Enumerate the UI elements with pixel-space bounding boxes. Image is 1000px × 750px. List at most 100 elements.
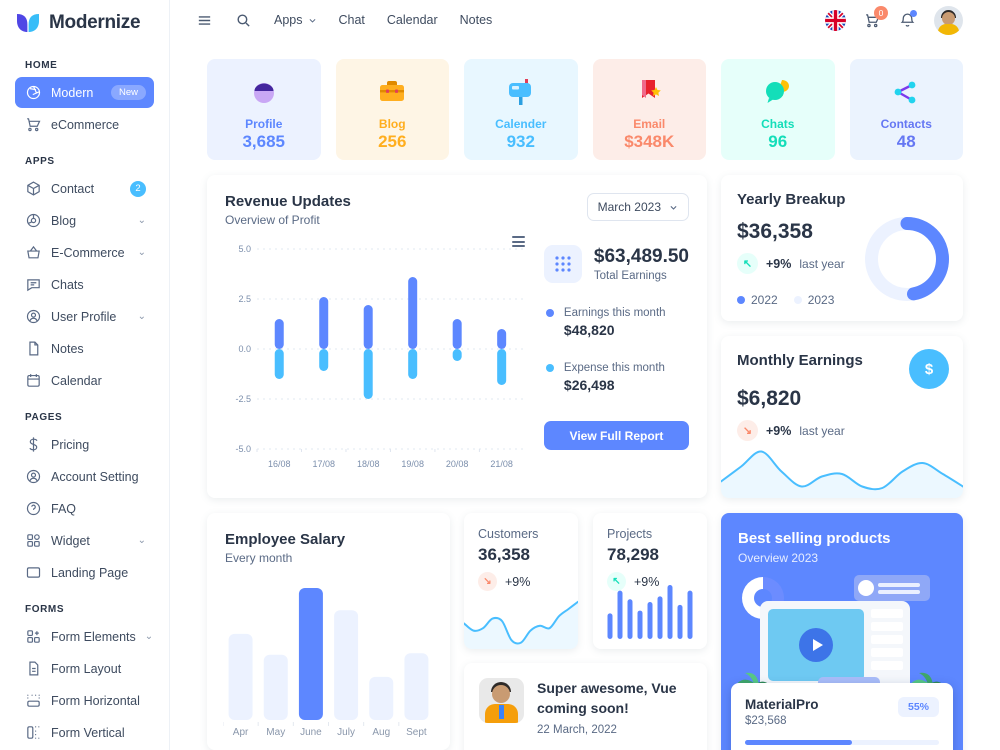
monthly-delta-label: last year [799, 423, 845, 438]
customers-chart [464, 593, 578, 649]
search-icon[interactable] [235, 12, 252, 29]
stat-card-blog[interactable]: Blog 256 [335, 59, 449, 160]
sidebar-item-label: Form Layout [51, 661, 122, 676]
expense-label: Expense this month [563, 362, 665, 374]
brand-logo[interactable]: Modernize [15, 8, 154, 44]
employee-salary-subtitle: Every month [225, 551, 293, 565]
stat-card-email[interactable]: Email $348K [592, 59, 707, 160]
view-full-report-button[interactable]: View Full Report [543, 421, 689, 450]
monthly-earnings-card: Monthly Earnings $ $6,820 ↘ +9% last yea… [721, 336, 963, 498]
file-icon [25, 340, 42, 357]
language-flag-uk-icon[interactable] [825, 9, 846, 31]
user-avatar[interactable] [934, 5, 963, 35]
sidebar-item-form-horizontal[interactable]: Form Horizontal [15, 685, 154, 716]
yearly-delta-label: last year [799, 256, 845, 271]
currency-dollar-button[interactable]: $ [909, 349, 949, 389]
expense-this-month: Expense this month $26,498 [544, 362, 689, 393]
trend-down-icon: ↘ [737, 420, 758, 441]
product-name: MaterialPro [745, 697, 819, 712]
month-select[interactable]: March 2023 [586, 193, 689, 221]
chevron-down-icon: ⌄ [137, 247, 146, 258]
profile-card-graphic [854, 575, 930, 601]
chart-menu-icon[interactable] [509, 233, 528, 250]
svg-text:17/08: 17/08 [312, 459, 335, 469]
yearly-breakup-donut-chart [865, 217, 949, 301]
bell-icon [900, 12, 915, 27]
sidebar-item-form-vertical[interactable]: Form Vertical [15, 717, 154, 748]
earnings-this-month: Earnings this month $48,820 [544, 307, 689, 338]
sidebar-item-chats[interactable]: Chats [15, 269, 154, 300]
sidebar-item-faq[interactable]: FAQ [15, 493, 154, 524]
notification-dot [910, 9, 917, 17]
svg-text:21/08: 21/08 [490, 459, 513, 469]
stat-value: $348K [624, 132, 675, 151]
stat-card-profile[interactable]: Profile 3,685 [207, 59, 321, 160]
share-network-icon [850, 72, 964, 112]
sidebar-item-label: FAQ [51, 501, 77, 516]
stat-value: 48 [896, 132, 916, 151]
brand-name: Modernize [49, 12, 141, 33]
stat-label: Profile [245, 117, 283, 131]
top-header: Apps Chat Calendar Notes [170, 0, 1000, 40]
stat-card-chats[interactable]: Chats 96 [721, 59, 835, 160]
progress-fill [745, 740, 852, 745]
sidebar-item-widget[interactable]: Widget ⌄ [15, 525, 154, 556]
sidebar-item-label: Pricing [51, 437, 90, 452]
stat-label: Calender [495, 117, 547, 131]
trend-down-icon: ↘ [478, 572, 497, 591]
revenue-title: Revenue Updates [225, 193, 351, 210]
sidebar-item-notes[interactable]: Notes [15, 333, 154, 364]
avatar-face [492, 685, 510, 703]
user-circle-icon [25, 308, 42, 325]
chevron-down-icon [309, 18, 315, 23]
stat-card-calender[interactable]: Calender 932 [464, 59, 578, 160]
sidebar-item-label: Form Horizontal [51, 693, 140, 708]
sidebar-item-blog[interactable]: Blog ⌄ [15, 205, 154, 236]
trend-up-icon: ↖ [737, 253, 758, 274]
nav-notes-link[interactable]: Notes [459, 13, 493, 27]
projects-value: 78,298 [607, 545, 659, 564]
earnings-label: Earnings this month [563, 307, 666, 319]
best-selling-subtitle: Overview 2023 [738, 551, 819, 565]
nav-chat-link[interactable]: Chat [338, 13, 365, 27]
svg-text:0.0: 0.0 [238, 344, 251, 354]
svg-text:June: June [300, 727, 322, 738]
svg-text:5.0: 5.0 [238, 244, 251, 254]
stat-value: 256 [378, 132, 407, 151]
sidebar-item-ecommerce-home[interactable]: eCommerce [15, 109, 154, 140]
cart-button[interactable]: 0 [864, 5, 888, 29]
sidebar-item-label: Widget [51, 533, 90, 548]
bookmark-star-icon [593, 72, 707, 112]
stat-value: 932 [506, 132, 535, 151]
trend-up-icon: ↖ [607, 572, 626, 591]
notifications-button[interactable] [899, 9, 917, 29]
cart-icon [25, 116, 42, 133]
sidebar-item-form-elements[interactable]: Form Elements ⌄ [15, 621, 154, 652]
legend-dot-2022 [737, 296, 745, 304]
sidebar-item-label: Chats [51, 277, 84, 292]
stat-card-contacts[interactable]: Contacts 48 [849, 59, 964, 160]
menu-icon[interactable] [196, 12, 213, 29]
nav-apps-dropdown[interactable]: Apps [274, 13, 317, 27]
announcement-avatar [479, 678, 524, 723]
sidebar-item-contact[interactable]: Contact 2 [15, 173, 154, 204]
sidebar-item-account-setting[interactable]: Account Setting [15, 461, 154, 492]
monthly-delta: +9% [766, 423, 792, 438]
projects-card: Projects 78,298 ↖ +9% [593, 513, 707, 649]
sidebar-item-user-profile[interactable]: User Profile ⌄ [15, 301, 154, 332]
sidebar-item-label: Modern [51, 85, 94, 100]
sidebar-item-modern[interactable]: Modern New [15, 77, 154, 108]
sidebar-item-pricing[interactable]: Pricing [15, 429, 154, 460]
earnings-dot [545, 309, 554, 317]
sidebar-item-calendar[interactable]: Calendar [15, 365, 154, 396]
customers-card: Customers 36,358 ↘ +9% [464, 513, 578, 649]
nav-calendar-link[interactable]: Calendar [386, 13, 438, 27]
apps-plus-icon [25, 628, 42, 645]
sidebar-item-e-commerce[interactable]: E-Commerce ⌄ [15, 237, 154, 268]
month-select-value: March 2023 [597, 200, 661, 214]
sidebar-item-landing-page[interactable]: Landing Page [15, 557, 154, 588]
sidebar-item-form-layout[interactable]: Form Layout [15, 653, 154, 684]
sidebar-item-label: E-Commerce [51, 245, 125, 260]
stat-label: Blog [378, 117, 406, 131]
chevron-down-icon [670, 205, 677, 210]
